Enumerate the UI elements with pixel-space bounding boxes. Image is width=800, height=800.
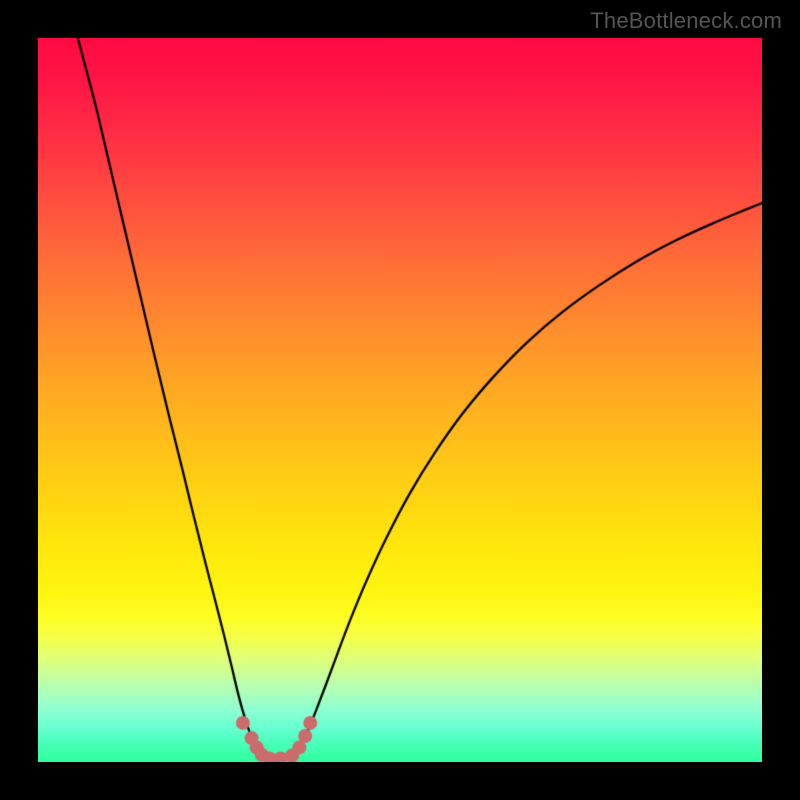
plot-area bbox=[38, 38, 762, 762]
watermark-text: TheBottleneck.com bbox=[590, 8, 782, 34]
curve-canvas bbox=[38, 38, 762, 762]
stage: TheBottleneck.com bbox=[0, 0, 800, 800]
